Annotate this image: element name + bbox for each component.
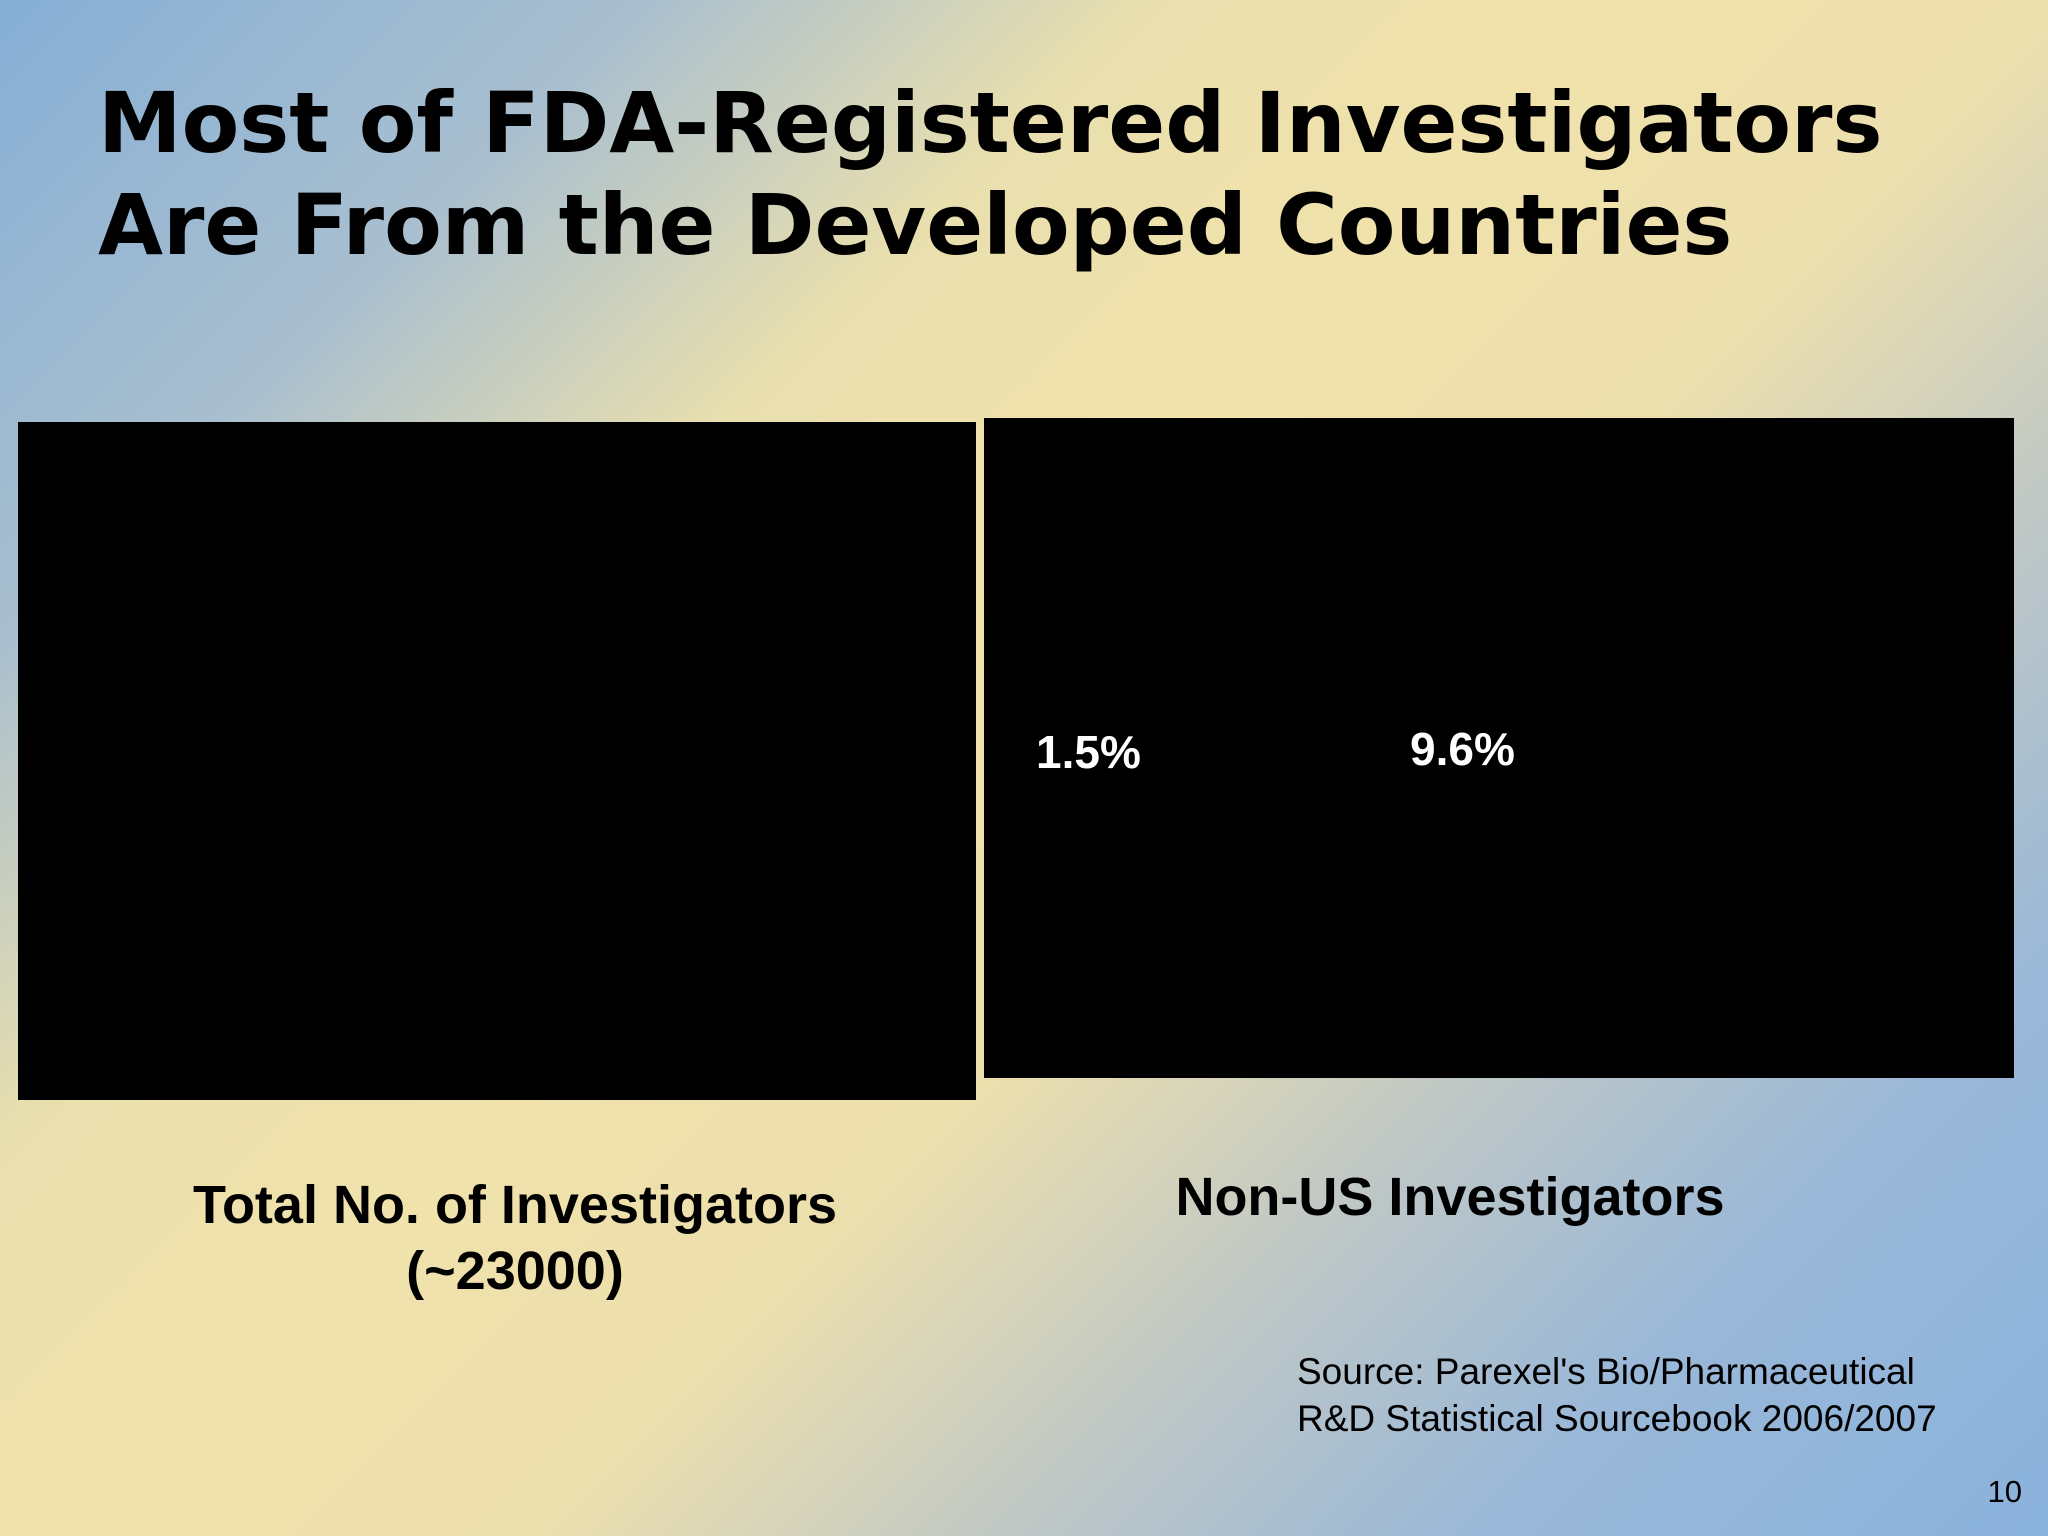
source-note-line-2: R&D Statistical Sourcebook 2006/2007	[1297, 1398, 1937, 1439]
source-note-line-1: Source: Parexel's Bio/Pharmaceutical	[1297, 1351, 1915, 1392]
source-note: Source: Parexel's Bio/Pharmaceutical R&D…	[1297, 1348, 2017, 1442]
total-investigators-chart-panel	[18, 422, 976, 1100]
data-label-1-5-percent: 1.5%	[1036, 726, 1141, 778]
slide-title-line-1: Most of FDA-Registered Investigators	[98, 74, 1883, 172]
slide-title: Most of FDA-Registered Investigators Are…	[98, 72, 1998, 276]
total-investigators-caption: Total No. of Investigators (~23000)	[120, 1172, 910, 1304]
total-investigators-caption-line-1: Total No. of Investigators	[192, 1175, 838, 1235]
data-label-9-6-percent: 9.6%	[1410, 723, 1515, 775]
page-number: 10	[1987, 1474, 2022, 1509]
total-investigators-caption-line-2: (~23000)	[406, 1241, 624, 1301]
non-us-investigators-caption: Non-US Investigators	[1175, 1167, 1725, 1227]
slide-title-line-2: Are From the Developed Countries	[98, 176, 1733, 274]
non-us-investigators-chart-panel: 1.5% 9.6%	[984, 418, 2014, 1078]
